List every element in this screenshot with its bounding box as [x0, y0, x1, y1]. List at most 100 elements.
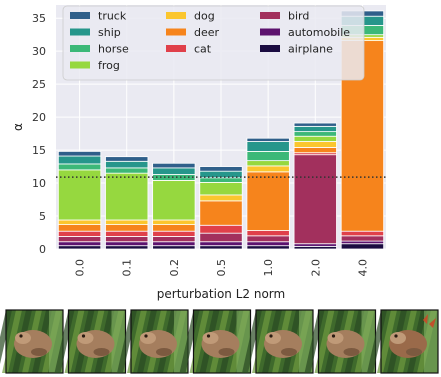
- bar-segment-cat: [246, 230, 290, 237]
- x-tick-label: 0.5: [215, 259, 228, 277]
- x-tick-label: 2.0: [309, 259, 322, 277]
- bar-segment-airplane: [199, 245, 243, 250]
- legend-label-frog: frog: [98, 59, 120, 72]
- bar-segment-ship: [293, 125, 337, 133]
- bar-segment-dog: [293, 141, 337, 148]
- thumbnail-image-icon: [117, 309, 189, 374]
- thumbnail-image-icon: [304, 309, 377, 374]
- bar-segment-horse: [246, 150, 290, 162]
- bar-segment-airplane: [152, 245, 196, 250]
- legend-swatch-truck: [70, 12, 90, 19]
- bar-segment-cat: [199, 224, 243, 234]
- legend-label-dog: dog: [194, 10, 215, 23]
- legend-swatch-cat: [166, 45, 186, 52]
- bar-segment-deer: [105, 224, 149, 232]
- legend: truck dog bird ship deer automobile horse cat ai…: [62, 5, 365, 81]
- x-tick-label: 0.0: [74, 259, 87, 277]
- bar-segment-deer: [293, 147, 337, 154]
- bar-segment-frog: [246, 160, 290, 167]
- legend-swatch-automobile: [260, 28, 280, 36]
- bar-segment-bird: [152, 236, 196, 243]
- bar-segment-frog: [199, 181, 243, 196]
- y-tick-label: 30: [32, 45, 46, 58]
- bar-segment-truck: [152, 162, 196, 169]
- legend-label-horse: horse: [98, 43, 129, 56]
- y-axis-label: α: [11, 123, 25, 131]
- legend-label-automobile: automobile: [288, 26, 350, 39]
- thumbnail-image-icon: [367, 309, 439, 374]
- thumbnail-strip: [0, 306, 441, 377]
- bar-segment-truck: [57, 150, 102, 157]
- bar-segment-truck: [105, 156, 149, 162]
- y-tick-label: 20: [32, 111, 46, 124]
- x-ticks: 0.0 0.1 0.2 0.5 1.0 2.0 4.0: [74, 259, 370, 277]
- y-tick-label: 35: [32, 12, 46, 25]
- legend-swatch-bird: [260, 12, 280, 19]
- bar-segment-deer: [57, 224, 102, 232]
- bar-segment-airplane: [340, 243, 385, 250]
- thumbnail-image-icon: [179, 309, 252, 374]
- legend-swatch-frog: [70, 61, 90, 69]
- bar-segment-cat: [57, 230, 102, 237]
- legend-swatch-deer: [166, 28, 186, 36]
- thumbnail-image-icon: [0, 309, 64, 374]
- legend-swatch-dog: [166, 12, 186, 19]
- bar-segment-bird: [293, 154, 337, 245]
- x-tick-label: 0.2: [168, 259, 181, 277]
- legend-swatch-ship: [70, 28, 90, 36]
- y-tick-label: 15: [32, 144, 46, 157]
- bar-segment-ship: [105, 160, 149, 169]
- x-tick-label: 0.1: [121, 259, 134, 277]
- bar-segment-dog: [57, 219, 102, 225]
- bar-segment-airplane: [246, 245, 290, 250]
- bar-segment-horse: [57, 163, 102, 171]
- legend-label-airplane: airplane: [288, 43, 333, 56]
- bar-segment-truck: [199, 166, 243, 172]
- bar-segment-ship: [152, 167, 196, 175]
- bar-segment-horse: [293, 131, 337, 137]
- bar-segment-deer: [246, 171, 290, 231]
- y-tick-label: 0: [39, 243, 46, 256]
- bar-segment-automobile: [105, 241, 149, 247]
- bar-segment-ship: [246, 141, 290, 152]
- legend-label-bird: bird: [288, 10, 309, 23]
- bar-segment-truck: [246, 137, 290, 142]
- legend-swatch-horse: [70, 45, 90, 52]
- bar-segment-dog: [105, 219, 149, 225]
- bar-segment-dog: [246, 165, 290, 173]
- bar-segment-truck: [293, 122, 337, 127]
- bar-segment-dog: [152, 219, 196, 225]
- legend-box: [62, 5, 365, 81]
- legend-label-ship: ship: [98, 26, 121, 39]
- bar-segment-cat: [105, 230, 149, 237]
- bar-segment-automobile: [57, 241, 102, 247]
- y-tick-label: 5: [39, 210, 46, 223]
- bar-segment-frog: [57, 169, 102, 221]
- legend-label-truck: truck: [98, 10, 127, 23]
- bar-segment-bird: [246, 235, 290, 243]
- bar-segment-bird: [340, 235, 385, 242]
- bar-segment-ship: [57, 155, 102, 165]
- bar-segment-bird: [105, 236, 149, 243]
- x-tick-label: 4.0: [356, 259, 369, 277]
- y-tick-label: 25: [32, 78, 46, 91]
- bar-segment-automobile: [152, 241, 196, 247]
- x-axis-label: perturbation L2 norm: [157, 287, 285, 301]
- bar-segment-frog: [293, 135, 337, 142]
- legend-swatch-airplane: [260, 45, 280, 52]
- bar-segment-automobile: [246, 241, 290, 247]
- bar-segment-cat: [152, 230, 196, 237]
- bar-segment-frog: [105, 172, 149, 221]
- bar-segment-dog: [199, 194, 243, 202]
- y-ticks: 0 5 10 15 20 25 30 35: [32, 12, 46, 256]
- bar-segment-automobile: [199, 241, 243, 247]
- bar-segment-horse: [105, 167, 149, 174]
- bar-segment-horse: [199, 177, 243, 183]
- bar-segment-bird: [57, 236, 102, 243]
- bar-segment-bird: [199, 232, 243, 243]
- bar-segment-frog: [152, 180, 196, 221]
- bar-segment-deer: [199, 200, 243, 226]
- y-tick-label: 10: [32, 177, 46, 190]
- bar-segment-airplane: [105, 245, 149, 250]
